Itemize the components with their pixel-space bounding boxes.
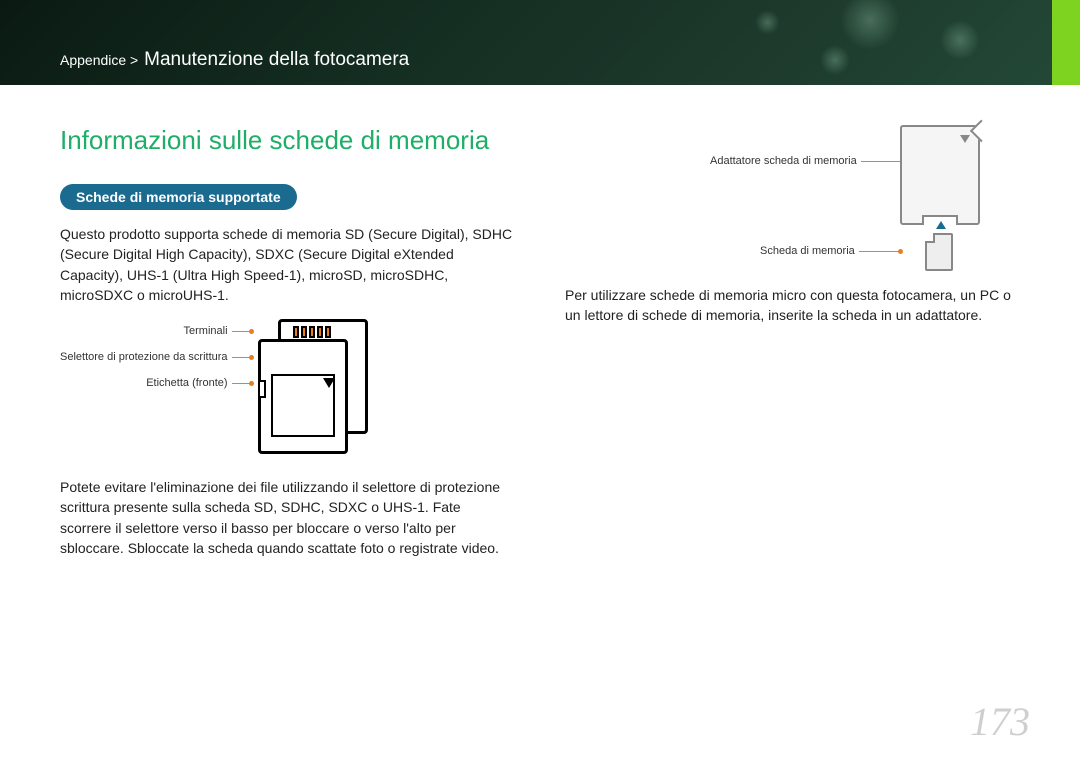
label-front-label: Etichetta (fronte) bbox=[146, 377, 249, 389]
supported-cards-paragraph: Questo prodotto supporta schede di memor… bbox=[60, 224, 515, 305]
page-header: Appendice > Manutenzione della fotocamer… bbox=[0, 0, 1080, 85]
breadcrumb: Appendice > Manutenzione della fotocamer… bbox=[60, 49, 409, 71]
write-protect-label: Selettore di protezione da scrittura bbox=[60, 351, 250, 363]
sd-card-front bbox=[258, 339, 348, 454]
adapter-diagram: Adattatore scheda di memoria Scheda di m… bbox=[840, 125, 1020, 285]
leader-line bbox=[859, 251, 899, 252]
sd-card-diagram: Terminali Selettore di protezione da scr… bbox=[60, 319, 515, 459]
write-protect-paragraph: Potete evitare l'eliminazione dei file u… bbox=[60, 477, 515, 558]
sd-contacts bbox=[293, 326, 331, 338]
sd-adapter-icon bbox=[900, 125, 980, 225]
page-title: Informazioni sulle schede di memoria bbox=[60, 125, 515, 156]
microsd-icon bbox=[925, 233, 953, 271]
insert-arrow-icon bbox=[323, 378, 335, 388]
leader-line bbox=[232, 357, 250, 358]
sd-card-icon bbox=[258, 319, 378, 459]
subsection-pill: Schede di memoria supportate bbox=[60, 184, 297, 210]
adapter-paragraph: Per utilizzare schede di memoria micro c… bbox=[565, 285, 1020, 326]
left-column: Informazioni sulle schede di memoria Sch… bbox=[60, 125, 515, 572]
breadcrumb-prefix: Appendice > bbox=[60, 52, 142, 68]
page-number: 173 bbox=[970, 698, 1030, 745]
leader-line bbox=[232, 331, 250, 332]
write-protect-switch-icon bbox=[258, 380, 266, 398]
insert-arrow-icon bbox=[936, 221, 946, 229]
breadcrumb-section: Manutenzione della fotocamera bbox=[144, 49, 409, 70]
right-column: Adattatore scheda di memoria Scheda di m… bbox=[565, 125, 1020, 572]
decorative-bokeh bbox=[755, 10, 780, 35]
adapter-label: Adattatore scheda di memoria bbox=[710, 155, 911, 167]
memory-card-label: Scheda di memoria bbox=[760, 245, 899, 257]
decorative-bokeh bbox=[940, 20, 980, 60]
decorative-bokeh bbox=[820, 45, 850, 75]
terminals-label: Terminali bbox=[184, 325, 250, 337]
decorative-bokeh bbox=[840, 0, 900, 50]
page-content: Informazioni sulle schede di memoria Sch… bbox=[0, 85, 1080, 572]
diagram-labels: Terminali Selettore di protezione da scr… bbox=[60, 319, 258, 459]
leader-line bbox=[232, 383, 250, 384]
